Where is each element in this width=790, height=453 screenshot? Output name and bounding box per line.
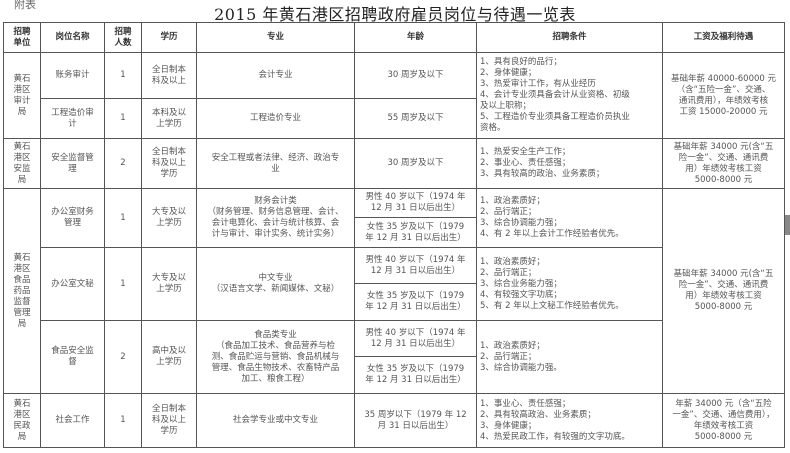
- header-education: 学历: [141, 22, 197, 53]
- header-post: 岗位名称: [40, 22, 105, 53]
- education-cell: 大专及以 上学历: [141, 188, 197, 248]
- conditions-cell: 1、政治素质好； 2、品行端正； 3、综合业务能力强； 4、有较强文字功底； 5…: [476, 247, 663, 321]
- education-cell: 高中及以 上学历: [141, 320, 197, 394]
- conditions-cell: 1、政治素质好； 2、品行端正； 3、综合协调能力强； 4、有 2 年以上会计工…: [476, 188, 663, 248]
- header-salary: 工资及福利待遇: [662, 22, 785, 53]
- unit-cell: 黄石 港区 审计 局: [3, 52, 41, 139]
- major-cell: 安全工程或者法律、经济、政治专 业: [196, 138, 355, 189]
- table-row: 黄石 港区 安监 局 安全监督管 理 2 全日制本 科及以上 学历 安全工程或者…: [3, 138, 785, 189]
- table-row: 食品安全监 督 2 高中及以 上学历 食品类专业 （食品加工技术、食品营养与检 …: [4, 320, 785, 394]
- count-cell: 1: [104, 52, 142, 99]
- post-cell: 账务审计: [40, 52, 105, 99]
- conditions-cell: 1、具有良好的品行； 2、身体健康； 3、热爱审计工作，有从业经历 4、会计专业…: [476, 52, 663, 139]
- table-row: 女性 35 岁及以下（1979 年 12 月 31 日以后出生）: [4, 356, 785, 394]
- count-cell: 2: [104, 138, 142, 189]
- count-cell: 1: [104, 393, 142, 448]
- table-row: 黄石 港区 民政 局 社会工作 1 全日制本 科及以上 学历 社会学专业或中文专…: [3, 393, 785, 448]
- conditions-cell: 1、热爱安全生产工作； 2、事业心、责任感强； 3、具有较高的政治、业务素质；: [476, 138, 663, 189]
- education-cell: 全日制本 科及以上 学历: [141, 138, 197, 189]
- age-female-cell: 女性 35 岁及以下（1979 年 12 月 31 日以后出生）: [354, 217, 477, 248]
- header-row: 招聘 单位 岗位名称 招聘 人数 学历 专业 年龄 招聘条件 工资及福利待遇: [3, 22, 785, 53]
- conditions-cell: 1、政治素质好； 2、品行端正； 3、综合协调能力强。: [476, 320, 663, 394]
- age-cell: 30 周岁及以下: [354, 138, 477, 189]
- count-cell: 1: [104, 98, 142, 139]
- major-cell: 工程造价专业: [196, 98, 355, 139]
- post-cell: 安全监督管 理: [40, 138, 105, 189]
- conditions-cell: 1、事业心、责任感强； 2、具有较高政治、业务素质； 3、身体健康； 4、热爱民…: [476, 393, 663, 448]
- salary-cell: 基础年薪 34000 元(含“五 险一金”、交通、通讯费 用）年绩效考核工资 5…: [662, 138, 785, 189]
- post-cell: 办公室财务 管理: [40, 188, 105, 248]
- header-major: 专业: [196, 22, 355, 53]
- age-male-cell: 男性 40 岁以下（1974 年 12 月 31 日以后出生）: [354, 320, 477, 357]
- appendix-label: 附表: [14, 0, 36, 11]
- post-cell: 食品安全监 督: [40, 320, 105, 394]
- major-cell: 食品类专业 （食品加工技术、食品营养与检 测、食品贮运与营销、食品机械与 管理、…: [196, 320, 355, 394]
- salary-cell: 基础年薪 40000-60000 元 （含“五险一金”、交通、 通讯费用），年绩…: [662, 52, 785, 139]
- table-row: 黄石 港区 食品 药品 监督 管理 局 办公室财务 管理 1 大专及以 上学历 …: [3, 188, 785, 394]
- unit-cell: 黄石 港区 民政 局: [3, 393, 41, 448]
- scrollbar-handle[interactable]: [785, 215, 790, 235]
- major-cell: 会计专业: [196, 52, 355, 99]
- education-cell: 大专及以 上学历: [141, 247, 197, 321]
- post-cell: 办公室文秘: [40, 247, 105, 321]
- count-cell: 2: [104, 320, 142, 394]
- header-count: 招聘 人数: [104, 22, 142, 53]
- education-cell: 本科及以 上学历: [141, 98, 197, 139]
- age-male-cell: 男性 40 岁以下（1974 年 12 月 31 日以后出生）: [354, 188, 477, 218]
- count-cell: 1: [104, 247, 142, 321]
- table-row: 女性 35 岁及以下（1979 年 12 月 31 日以后出生）: [4, 283, 785, 321]
- post-cell: 工程造价审 计: [40, 98, 105, 139]
- salary-cell: 年薪 34000 元（含“五险 一金”、交通、通信费用）， 年绩效考核工资 50…: [662, 393, 785, 448]
- major-cell: 社会学专业或中文专业: [196, 393, 355, 448]
- count-cell: 1: [104, 188, 142, 248]
- header-age: 年龄: [354, 22, 477, 53]
- major-cell: 中文专业 （汉语言文学、新闻媒体、文秘）: [196, 247, 355, 321]
- header-unit: 招聘 单位: [3, 22, 41, 53]
- age-cell: 55 周岁及以下: [354, 98, 477, 139]
- table-row: 黄石 港区 审计 局 账务审计 1 全日制本 科及以上 会计专业 30 周岁及以…: [3, 52, 785, 139]
- post-cell: 社会工作: [40, 393, 105, 448]
- unit-cell: 黄石 港区 安监 局: [3, 138, 41, 189]
- salary-cell: 基础年薪 34000 元(含“五 险一金”、交通、通讯费 用）年绩效考核工资 5…: [662, 188, 785, 394]
- age-cell: 35 周岁以下（1979 年 12 月 31 日以后出生）: [354, 393, 477, 448]
- table-row: 办公室文秘 1 大专及以 上学历 中文专业 （汉语言文学、新闻媒体、文秘） 男性…: [4, 247, 785, 321]
- recruitment-table: 招聘 单位 岗位名称 招聘 人数 学历 专业 年龄 招聘条件 工资及福利待遇 黄…: [3, 22, 785, 448]
- major-cell: 财务会计类 （财务管理、财务信息管理、会计、 会计电算化、会计与统计核算、会 计…: [196, 188, 355, 248]
- age-female-cell: 女性 35 岁及以下（1979 年 12 月 31 日以后出生）: [354, 283, 477, 321]
- age-cell: 30 周岁及以下: [354, 52, 477, 99]
- age-female-cell: 女性 35 岁及以下（1979 年 12 月 31 日以后出生）: [354, 356, 477, 394]
- education-cell: 全日制本 科及以上: [141, 52, 197, 99]
- education-cell: 全日制本 科及以上 学历: [141, 393, 197, 448]
- page-title: 2015 年黄石港区招聘政府雇员岗位与待遇一览表: [214, 5, 576, 24]
- unit-cell: 黄石 港区 食品 药品 监督 管理 局: [3, 188, 41, 394]
- header-conditions: 招聘条件: [476, 22, 663, 53]
- age-male-cell: 男性 40 岁以下（1974 年 12 月 31 日以后出生）: [354, 247, 477, 284]
- table-row: 女性 35 岁及以下（1979 年 12 月 31 日以后出生）: [4, 217, 785, 248]
